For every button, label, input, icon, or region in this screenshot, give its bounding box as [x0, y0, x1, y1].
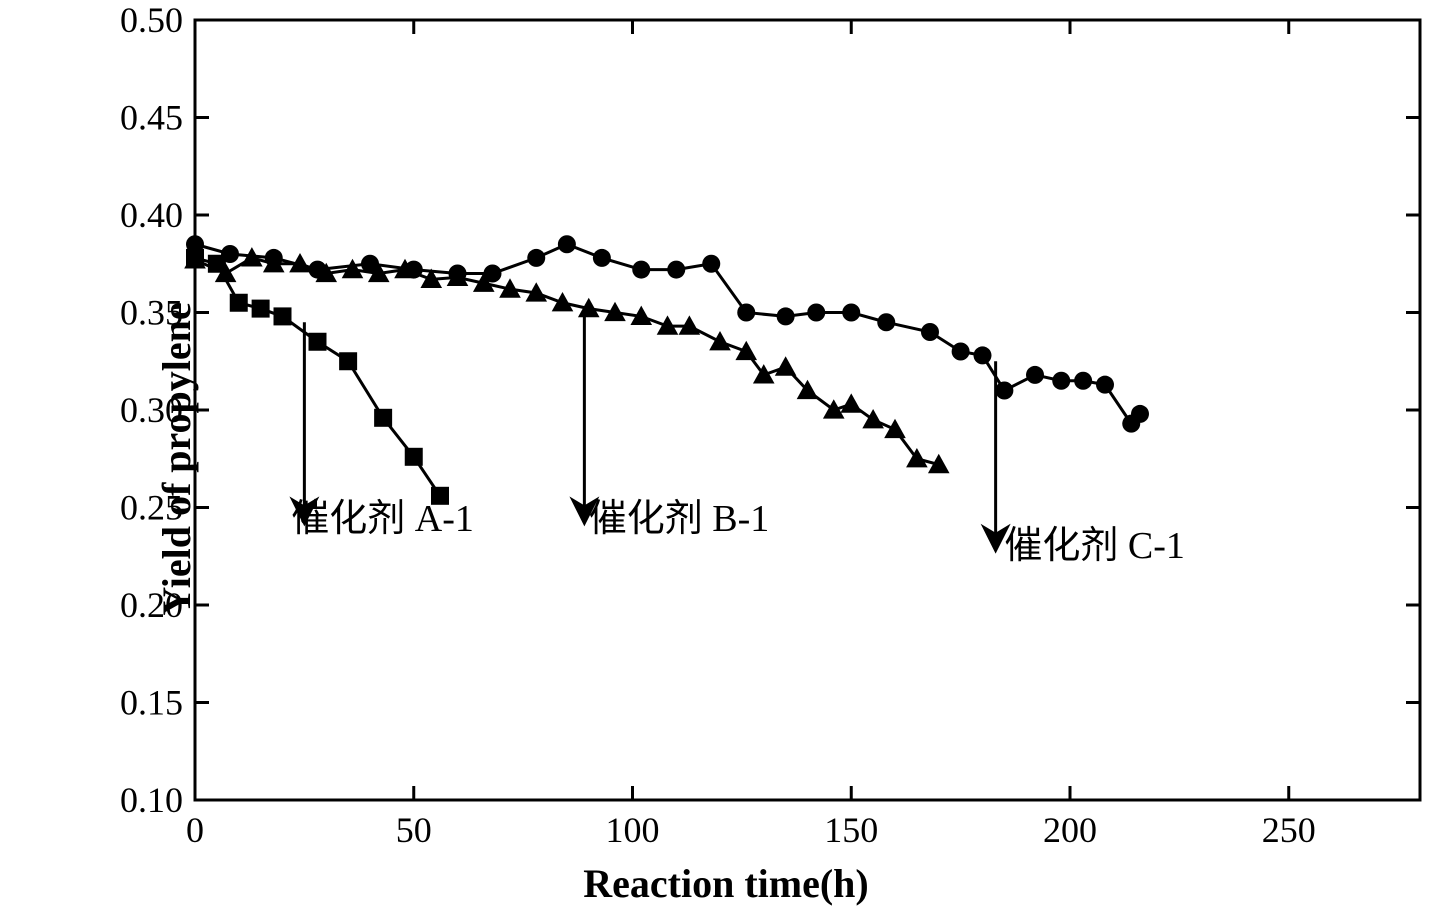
svg-text:250: 250 [1262, 810, 1316, 850]
svg-text:催化剂 C-1: 催化剂 C-1 [1004, 525, 1185, 567]
svg-text:50: 50 [396, 810, 432, 850]
svg-text:150: 150 [824, 810, 878, 850]
svg-text:0.10: 0.10 [120, 780, 183, 820]
chart-container: 0501001502002500.100.150.200.250.300.350… [0, 0, 1452, 917]
svg-text:0.40: 0.40 [120, 195, 183, 235]
svg-text:200: 200 [1043, 810, 1097, 850]
svg-text:催化剂 A-1: 催化剂 A-1 [291, 498, 474, 540]
y-axis-label: Yield of propylene [153, 302, 200, 615]
x-axis-label: Reaction time(h) [583, 860, 868, 907]
svg-text:0.50: 0.50 [120, 0, 183, 40]
svg-text:0.15: 0.15 [120, 683, 183, 723]
chart-svg: 0501001502002500.100.150.200.250.300.350… [0, 0, 1452, 917]
svg-text:100: 100 [606, 810, 660, 850]
svg-text:0.45: 0.45 [120, 98, 183, 138]
svg-text:0: 0 [186, 810, 204, 850]
svg-text:催化剂 B-1: 催化剂 B-1 [589, 498, 770, 540]
